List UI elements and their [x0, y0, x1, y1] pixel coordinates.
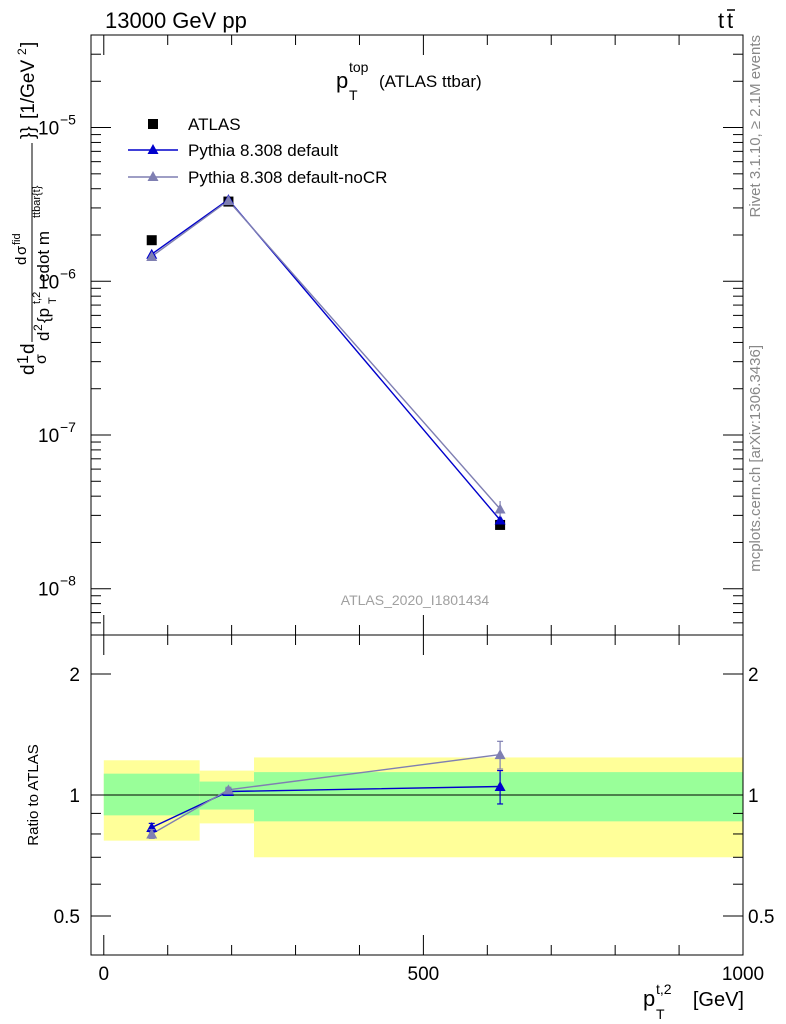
ylabel-den-p-sup: t,2 [31, 292, 43, 304]
main-y-tick-base: 10 [38, 580, 59, 601]
main-panel: 10−510−610−710−8 p top T (ATLAS ttbar) A… [11, 34, 744, 636]
analysis-watermark: ATLAS_2020_I1801434 [341, 592, 490, 608]
ratio-ticks: 0.5 0.5 1 1 2 2 0 500 1000 [54, 635, 774, 985]
data-point-default [494, 514, 506, 525]
legend-marker-default [147, 144, 159, 154]
xlabel-unit: [GeV] [693, 989, 744, 1011]
ratio-inner-band [254, 772, 743, 822]
main-y-tick-label: 10 −7 [38, 419, 76, 447]
ratio-y-tick-label-right: 1 [748, 786, 759, 807]
ylabel-den-p: {p [34, 308, 53, 323]
energy-label: 13000 GeV pp [105, 8, 247, 33]
ylabel-den-close: }} [18, 126, 39, 139]
ratio-y-tick-label: 1 [69, 786, 80, 807]
ylabel-den-d: d [34, 332, 53, 341]
ylabel-den-p-sub: T [47, 297, 59, 304]
ratio-y-axis-label: Ratio to ATLAS [25, 744, 42, 845]
ratio-point-default [494, 780, 506, 791]
main-y-tick-exp: −8 [60, 573, 76, 589]
rivet-label: Rivet 3.1.10, ≥ 2.1M events [747, 35, 764, 218]
x-tick-label: 1000 [722, 964, 764, 985]
data-point-nocr [222, 195, 234, 206]
ratio-panel: 0.5 0.5 1 1 2 2 0 500 1000 Ratio to ATLAS p t,2 … [25, 634, 774, 1022]
ylabel-den-rest: cdot m [34, 231, 53, 282]
ratio-series-markers [146, 740, 506, 839]
title-rest: (ATLAS ttbar) [379, 72, 482, 91]
main-y-tick-label: 10 −6 [38, 265, 76, 293]
legend-label-atlas: ATLAS [188, 115, 241, 134]
main-y-tick-base: 10 [38, 426, 59, 447]
ylabel-num-sup: fid [11, 233, 23, 245]
ratio-y-tick-label: 0.5 [54, 907, 80, 928]
main-y-tick-label: 10 −8 [38, 573, 76, 601]
main-series-lines [151, 198, 501, 521]
legend-marker-atlas [148, 119, 158, 129]
legend-label-nocr: Pythia 8.308 default-noCR [188, 168, 387, 187]
legend-marker-nocr [147, 171, 159, 181]
title-main: p [336, 68, 348, 93]
ratio-point-nocr [222, 784, 234, 795]
ylabel-d2: d [18, 343, 39, 354]
ylabel-unit-close: ] [18, 42, 39, 47]
main-y-tick-base: 10 [38, 119, 59, 140]
title-sub: T [349, 87, 358, 103]
title-sup: top [349, 59, 369, 75]
legend: ATLAS Pythia 8.308 default Pythia 8.308 … [128, 115, 387, 187]
ylabel-unit-sup: 2 [15, 48, 29, 55]
ratio-y-tick-label-right: 2 [748, 665, 759, 686]
ylabel-num-sigma: σ [13, 245, 30, 255]
ylabel-d1: d [18, 364, 39, 375]
ylabel-unit-open: [1/GeV [18, 60, 39, 119]
ratio-y-tick-label: 2 [69, 665, 80, 686]
x-axis-label: p t,2 T [GeV] [643, 981, 744, 1022]
x-tick-label: 0 [98, 964, 109, 985]
data-point-atlas [495, 519, 506, 530]
main-series-markers [146, 194, 506, 530]
xlabel-main: p [643, 986, 655, 1011]
ylabel-num-d: d [13, 257, 30, 265]
mcplots-label: mcplots.cern.ch [arXiv:1306.3436] [747, 345, 764, 572]
xlabel-sup: t,2 [656, 981, 672, 997]
main-y-tick-exp: −6 [60, 265, 76, 281]
data-point-atlas [146, 235, 157, 246]
main-y-tick-exp: −7 [60, 419, 76, 435]
ylabel-sigma: σ [33, 354, 50, 364]
legend-label-default: Pythia 8.308 default [188, 141, 339, 160]
ratio-point-nocr [146, 828, 158, 839]
ratio-y-tick-label-right: 0.5 [748, 907, 774, 928]
process-t: t [718, 8, 724, 33]
main-series-line [151, 199, 501, 510]
main-y-axis-label: d 1 σ d d σ fid d 2 {p t,2 T cdot m ttba… [11, 42, 59, 375]
process-label: t t [718, 8, 735, 33]
ylabel-den-sup2: 2 [31, 324, 45, 331]
process-tbar: t [727, 8, 733, 33]
main-ticks: 10−510−610−710−8 [38, 35, 744, 635]
ylabel-one: 1 [15, 355, 32, 364]
plot-title: p top T (ATLAS ttbar) [336, 59, 482, 103]
ratio-point-nocr [494, 749, 506, 760]
xlabel-sub: T [656, 1006, 665, 1022]
main-y-tick-exp: −5 [60, 112, 76, 128]
data-point-nocr [146, 250, 158, 261]
main-y-tick-label: 10 −5 [38, 112, 76, 140]
x-tick-label: 500 [408, 964, 440, 985]
main-series-line [151, 198, 501, 521]
main-y-tick-base: 10 [38, 272, 59, 293]
ylabel-den-sup-tbar: ttbar{t} [31, 185, 43, 218]
ratio-uncertainty-bands [103, 757, 743, 858]
